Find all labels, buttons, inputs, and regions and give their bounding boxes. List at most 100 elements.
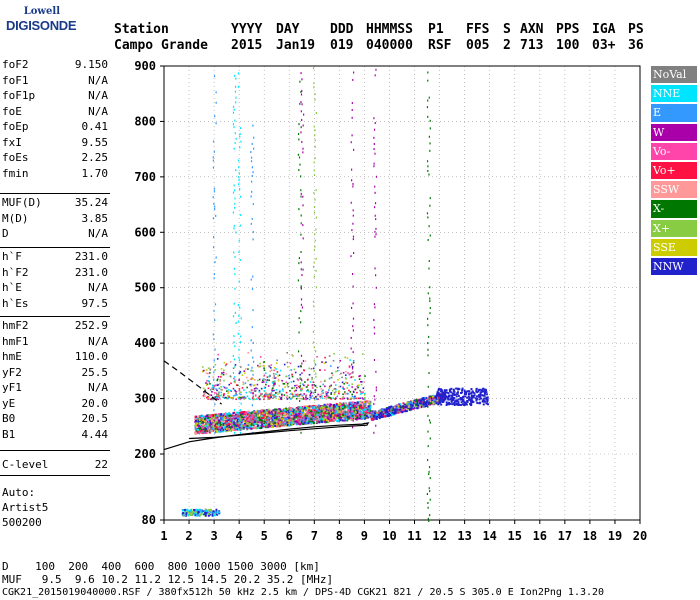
- echo-streak-dot: [239, 408, 241, 411]
- echo-streak-dot: [299, 400, 301, 403]
- echo-dot: [236, 411, 239, 414]
- echo-dot: [348, 402, 351, 405]
- echo-dot: [271, 390, 274, 393]
- echo-dot: [296, 393, 299, 395]
- echo-dot: [259, 394, 262, 396]
- echo-streak-dot: [234, 365, 236, 368]
- echo-dot: [298, 386, 301, 389]
- echo-dot: [385, 411, 388, 414]
- echo-dot: [245, 391, 248, 394]
- echo-dot: [342, 414, 345, 417]
- echo-dot: [241, 418, 244, 421]
- echo-dot: [296, 384, 298, 387]
- echo-dot: [264, 425, 267, 428]
- echo-dot: [268, 425, 271, 428]
- echo-streak-dot: [299, 102, 301, 105]
- echo-dot: [328, 412, 331, 415]
- echo-dot-nnw: [452, 399, 455, 402]
- echo-dot: [424, 396, 427, 399]
- echo-dot: [433, 398, 436, 401]
- echo-dot: [197, 428, 200, 431]
- echo-dot: [308, 413, 311, 416]
- echo-streak-dot: [373, 431, 375, 434]
- echo-dot: [202, 416, 205, 419]
- echo-dot: [349, 417, 352, 420]
- echo-dot: [278, 410, 281, 413]
- echo-dot: [330, 412, 333, 415]
- echo-dot: [359, 404, 362, 407]
- echo-streak-dot: [212, 140, 215, 143]
- param-row: fmin 1.70: [0, 167, 112, 183]
- echo-dot: [420, 402, 423, 405]
- echo-dot: [227, 428, 230, 431]
- echo-dot-nnw: [476, 402, 479, 405]
- echo-dot: [277, 412, 280, 415]
- echo-dot: [328, 387, 331, 389]
- echo-dot-nnw: [486, 398, 489, 401]
- echo-dot: [216, 383, 219, 386]
- echo-dot: [428, 403, 431, 406]
- echo-dot: [196, 427, 199, 430]
- echo-streak-dot: [353, 148, 355, 151]
- echo-dot: [435, 401, 438, 404]
- ffs-label: FFS: [466, 22, 490, 37]
- echo-dot: [266, 376, 269, 378]
- echo-dot: [308, 373, 311, 376]
- echo-dot: [361, 406, 364, 409]
- echo-dot: [324, 369, 326, 371]
- echo-dot: [294, 416, 297, 419]
- echo-streak-dot: [252, 203, 254, 206]
- echo-dot: [399, 406, 402, 409]
- echo-dot: [196, 424, 199, 427]
- echo-dot: [308, 390, 310, 393]
- echo-streak-dot: [298, 331, 300, 334]
- echo-dot: [399, 410, 402, 413]
- echo-dot: [330, 403, 333, 406]
- echo-dot: [333, 393, 336, 396]
- echo-dot: [343, 408, 346, 411]
- echo-dot: [277, 378, 280, 381]
- echo-streak-dot: [233, 302, 235, 305]
- echo-dot: [256, 414, 259, 417]
- echo-dot: [316, 398, 319, 400]
- echo-dot: [404, 408, 407, 411]
- echo-dot: [338, 417, 341, 420]
- echo-dot: [285, 396, 288, 399]
- echo-dot: [306, 386, 308, 388]
- echo-streak-dot: [427, 317, 429, 320]
- echo-dot: [260, 421, 263, 424]
- echo-dot: [269, 409, 272, 412]
- param-value: 252.9: [74, 319, 108, 332]
- echo-dot: [290, 407, 293, 410]
- echo-dot: [341, 406, 344, 409]
- echo-streak-dot: [427, 405, 429, 408]
- echo-streak-dot: [302, 359, 305, 362]
- echo-dot: [261, 412, 264, 415]
- echo-dot: [299, 418, 302, 421]
- echo-dot: [271, 389, 273, 392]
- param-name: yF2: [2, 365, 22, 379]
- echo-streak-dot: [214, 403, 216, 406]
- echo-dot: [248, 421, 251, 424]
- echo-dot: [292, 355, 294, 357]
- echo-dot: [357, 397, 360, 400]
- echo-dot: [253, 425, 256, 428]
- echo-streak-dot: [427, 216, 429, 219]
- echo-dot: [311, 387, 314, 389]
- param-name: h`Es: [2, 296, 29, 310]
- param-name: foF2: [2, 58, 29, 71]
- echo-dot: [442, 393, 445, 396]
- echo-streak-dot: [315, 269, 317, 272]
- echo-dot: [323, 395, 326, 398]
- echo-dot: [195, 430, 198, 433]
- echo-dot: [363, 381, 365, 383]
- param-name: hmE: [2, 350, 22, 363]
- echo-dot-nnw: [452, 388, 455, 391]
- echo-dot: [242, 427, 245, 430]
- echo-streak-dot: [314, 198, 316, 201]
- echo-dot: [217, 383, 220, 386]
- echo-dot: [283, 410, 286, 413]
- axn-value: 713: [520, 38, 544, 53]
- echo-dot: [218, 387, 221, 390]
- echo-dot-es: [186, 508, 189, 511]
